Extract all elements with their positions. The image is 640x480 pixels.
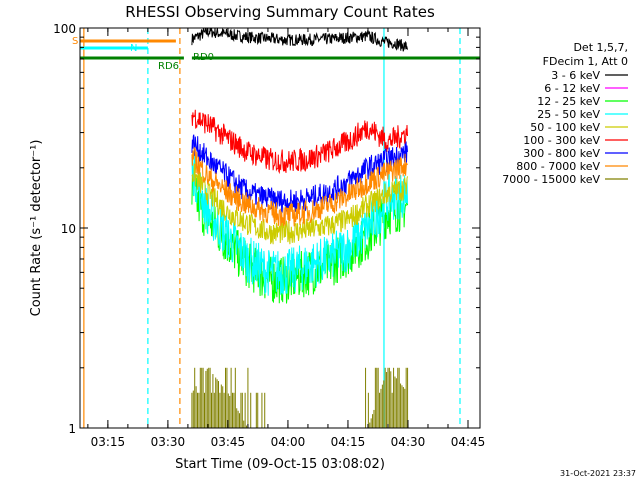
- x-tick-label-6: 04:45: [451, 435, 486, 449]
- y-tick-label-1: 10: [61, 222, 76, 236]
- series-line-50-100: [191, 163, 408, 245]
- y-axis-label: Count Rate (s⁻¹ detector⁻¹): [29, 140, 44, 317]
- legend-label-4: 50 - 100 keV: [530, 121, 600, 134]
- x-tick-label-1: 03:30: [151, 435, 186, 449]
- plot-area: S N RD6 RD0 1 10 100 03:15 03:30 03:45 04:00 04:15 0…: [53, 22, 628, 449]
- series-line-100-300: [191, 109, 408, 175]
- legend-header-line-1: Det 1,5,7,: [573, 41, 628, 54]
- x-tick-label-0: 03:15: [91, 435, 126, 449]
- series-line-25-50: [191, 152, 408, 296]
- x-tick-label-5: 04:30: [391, 435, 426, 449]
- flag-label-rd0: RD0: [193, 52, 214, 63]
- series-line-300-800: [191, 134, 408, 215]
- legend-label-5: 100 - 300 keV: [523, 134, 600, 147]
- series-line-800-7000: [191, 147, 408, 227]
- legend-label-8: 7000 - 15000 keV: [502, 173, 600, 186]
- legend-label-6: 300 - 800 keV: [523, 147, 600, 160]
- y-tick-label-0: 1: [68, 422, 76, 436]
- legend-label-1: 6 - 12 keV: [544, 82, 600, 95]
- y-tick-label-2: 100: [53, 22, 76, 36]
- legend-header-line-2: FDecim 1, Att 0: [543, 55, 628, 68]
- legend-label-3: 25 - 50 keV: [537, 108, 600, 121]
- flag-label-s: S: [72, 36, 78, 47]
- flag-label-rd6: RD6: [158, 61, 179, 72]
- legend-label-2: 12 - 25 keV: [537, 95, 600, 108]
- chart-title: RHESSI Observing Summary Count Rates: [125, 3, 435, 21]
- x-axis-label: Start Time (09-Oct-15 03:08:02): [175, 457, 385, 472]
- flag-label-n: N: [130, 43, 137, 54]
- series-7000-15000: [191, 367, 409, 428]
- x-tick-label-3: 04:00: [271, 435, 306, 449]
- plot-clip-group: [80, 28, 480, 428]
- timestamp: 31-Oct-2021 23:37: [560, 469, 636, 478]
- x-tick-label-4: 04:15: [331, 435, 366, 449]
- legend-label-7: 800 - 7000 keV: [516, 160, 600, 173]
- x-tick-label-2: 03:45: [211, 435, 246, 449]
- legend-label-0: 3 - 6 keV: [551, 69, 600, 82]
- series-line-3-6: [191, 28, 408, 52]
